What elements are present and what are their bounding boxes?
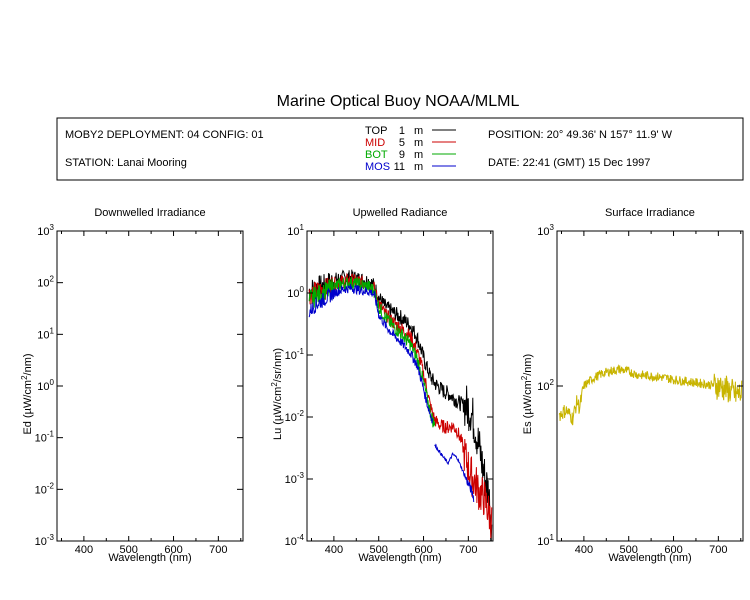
legend-item: BOT 9 m <box>365 149 456 161</box>
x-axis-label: Wavelength (nm) <box>108 552 191 564</box>
y-tick-label: 100 <box>287 285 304 300</box>
legend-name: BOT <box>365 149 388 161</box>
y-tick-label: 101 <box>287 223 304 238</box>
series-line <box>308 269 493 541</box>
x-tick-label: 400 <box>75 544 93 556</box>
panel-3: Surface Irradiance 400 500 600 700 101 102 103 W… <box>520 207 744 564</box>
x-tick-label: 600 <box>664 544 682 556</box>
plot-frame <box>56 230 244 542</box>
y-tick-label: 102 <box>37 275 54 290</box>
panels: Downwelled Irradiance 400 500 600 700 10-3 10-… <box>20 207 744 564</box>
x-tick-label: 700 <box>709 544 727 556</box>
plot-frame <box>306 230 494 542</box>
legend-depth: 9 <box>399 149 405 161</box>
panel-1: Downwelled Irradiance 400 500 600 700 10-3 10-… <box>20 207 244 564</box>
legend-unit: m <box>414 149 423 161</box>
legend-name: TOP <box>365 125 387 137</box>
y-axis-label: Es (µW/cm2/nm) <box>520 354 534 434</box>
legend-name: MID <box>365 137 385 149</box>
x-tick-label: 700 <box>459 544 477 556</box>
legend-depth: 1 <box>399 125 405 137</box>
x-tick-label: 600 <box>414 544 432 556</box>
info-box: MOBY2 DEPLOYMENT: 04 CONFIG: 01 STATION:… <box>56 117 744 181</box>
y-tick-label: 10-3 <box>285 471 305 486</box>
x-tick-label: 400 <box>575 544 593 556</box>
series-line <box>308 283 433 424</box>
x-tick-label: 500 <box>620 544 638 556</box>
series-line <box>558 364 743 426</box>
panel-title: Downwelled Irradiance <box>94 207 205 219</box>
deployment-text: MOBY2 DEPLOYMENT: 04 CONFIG: 01 <box>65 129 264 141</box>
legend-depth: 11 <box>394 161 405 173</box>
series-group <box>308 269 493 541</box>
date-text: DATE: 22:41 (GMT) 15 Dec 1997 <box>488 157 650 169</box>
y-tick-label: 102 <box>537 378 554 393</box>
x-tick-label: 500 <box>370 544 388 556</box>
series-line <box>434 443 475 503</box>
y-tick-label: 101 <box>37 326 54 341</box>
x-axis-label: Wavelength (nm) <box>608 552 691 564</box>
y-tick-label: 10-1 <box>285 347 305 362</box>
y-axis-label: Lu (µW/cm2/sr/nm) <box>270 348 284 440</box>
y-tick-label: 10-2 <box>35 481 55 496</box>
x-tick-label: 600 <box>164 544 182 556</box>
y-tick-label: 101 <box>537 533 554 548</box>
legend-item: MID 5 m <box>365 137 456 149</box>
y-tick-label: 10-3 <box>35 533 55 548</box>
figure-title: Marine Optical Buoy NOAA/MLML <box>277 93 520 110</box>
legend-unit: m <box>414 137 423 149</box>
panel-2: Upwelled Radiance 400 500 600 700 10-4 10-3 10-… <box>270 207 494 564</box>
legend-depth: 5 <box>399 137 405 149</box>
series-group <box>558 364 743 426</box>
x-tick-label: 500 <box>120 544 138 556</box>
legend-item: MOS 11 m <box>365 161 456 173</box>
station-text: STATION: Lanai Mooring <box>65 157 187 169</box>
y-tick-label: 10-2 <box>285 409 305 424</box>
x-tick-label: 700 <box>209 544 227 556</box>
x-axis-label: Wavelength (nm) <box>358 552 441 564</box>
y-tick-label: 103 <box>37 223 54 238</box>
y-tick-label: 10-4 <box>285 533 305 548</box>
y-tick-label: 10-1 <box>35 430 55 445</box>
y-axis-label: Ed (µW/cm2/nm) <box>20 353 34 434</box>
panel-title: Upwelled Radiance <box>353 207 448 219</box>
position-text: POSITION: 20° 49.36' N 157° 11.9' W <box>488 129 673 141</box>
legend-unit: m <box>414 125 423 137</box>
y-tick-label: 100 <box>37 378 54 393</box>
legend-unit: m <box>414 161 423 173</box>
legend-name: MOS <box>365 161 390 173</box>
info-box-frame <box>56 117 744 181</box>
x-tick-label: 400 <box>325 544 343 556</box>
panel-title: Surface Irradiance <box>605 207 695 219</box>
legend-item: TOP 1 m <box>365 125 456 137</box>
y-tick-label: 103 <box>537 223 554 238</box>
series-line <box>308 276 436 428</box>
